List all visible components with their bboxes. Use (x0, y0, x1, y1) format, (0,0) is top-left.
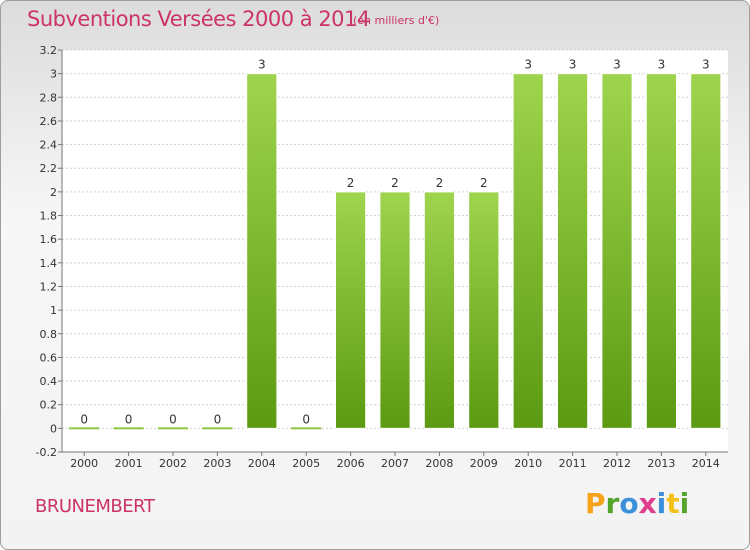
y-tick-label: 0.8 (40, 328, 58, 341)
bar (557, 73, 589, 429)
bar-value-label: 3 (658, 58, 666, 72)
x-tick-label: 2013 (647, 457, 675, 470)
logo-letter: x (638, 487, 657, 520)
logo-letter: t (666, 487, 680, 520)
y-tick-label: 3.2 (40, 44, 58, 57)
town-name: BRUNEMBERT (35, 496, 155, 517)
bar-value-label: 0 (302, 412, 310, 426)
logo-letter: P (585, 487, 606, 520)
bar (645, 73, 677, 429)
bar-value-label: 2 (391, 176, 399, 190)
logo-letter: i (679, 487, 690, 520)
x-tick-label: 2004 (248, 457, 276, 470)
bar-value-label: 2 (436, 176, 444, 190)
chart-unit-note: (en milliers d'€) (353, 14, 440, 27)
bar (335, 191, 367, 429)
bar (468, 191, 500, 429)
x-tick-label: 2007 (381, 457, 409, 470)
bar-value-label: 2 (347, 176, 355, 190)
y-tick-label: 2 (50, 186, 57, 199)
logo-letter: r (605, 487, 620, 520)
x-tick-label: 2014 (692, 457, 720, 470)
x-tick-label: 2000 (70, 457, 98, 470)
bar-value-label: 0 (80, 412, 88, 426)
x-tick-label: 2011 (559, 457, 587, 470)
bar-value-label: 3 (613, 58, 621, 72)
bar (601, 73, 633, 429)
y-tick-label: 2.8 (40, 91, 58, 104)
bar (423, 191, 455, 429)
x-tick-label: 2008 (425, 457, 453, 470)
y-tick-label: 0.2 (40, 399, 58, 412)
y-tick-label: 1.8 (40, 210, 58, 223)
bar (69, 427, 100, 430)
logo-letter: i (656, 487, 667, 520)
bar-value-label: 0 (125, 412, 133, 426)
y-tick-label: 1 (50, 304, 57, 317)
x-tick-label: 2001 (115, 457, 143, 470)
y-tick-label: 2.2 (40, 162, 58, 175)
y-tick-label: 0.4 (40, 375, 58, 388)
y-tick-label: 2.6 (40, 115, 58, 128)
chart-title: Subventions Versées 2000 à 2014 (27, 7, 370, 31)
x-tick-label: 2006 (337, 457, 365, 470)
bar-value-label: 3 (258, 58, 266, 72)
bar (512, 73, 544, 429)
bar (113, 427, 144, 430)
bar-value-label: 3 (702, 58, 710, 72)
y-tick-label: 1.4 (40, 257, 58, 270)
bar (379, 191, 411, 429)
y-tick-label: 0 (50, 422, 57, 435)
bar (202, 427, 233, 430)
y-tick-label: 1.6 (40, 233, 58, 246)
x-tick-label: 2012 (603, 457, 631, 470)
bar-value-label: 2 (480, 176, 488, 190)
x-tick-label: 2003 (203, 457, 231, 470)
logo-letter: o (619, 487, 639, 520)
y-tick-label: -0.2 (36, 446, 57, 459)
y-tick-label: 3 (50, 68, 57, 81)
bar-value-label: 0 (169, 412, 177, 426)
x-tick-label: 2010 (514, 457, 542, 470)
bar (157, 427, 189, 430)
y-tick-label: 2.4 (40, 139, 58, 152)
bar (246, 73, 278, 429)
y-tick-label: 0.6 (40, 351, 58, 364)
proxiti-logo[interactable]: Proxiti (585, 487, 689, 520)
y-tick-label: 1.2 (40, 280, 58, 293)
bar-value-label: 3 (569, 58, 577, 72)
x-tick-label: 2005 (292, 457, 320, 470)
bar-value-label: 3 (524, 58, 532, 72)
x-tick-label: 2002 (159, 457, 187, 470)
bar-value-label: 0 (214, 412, 222, 426)
x-tick-label: 2009 (470, 457, 498, 470)
bar (690, 73, 722, 429)
bar (291, 427, 322, 430)
